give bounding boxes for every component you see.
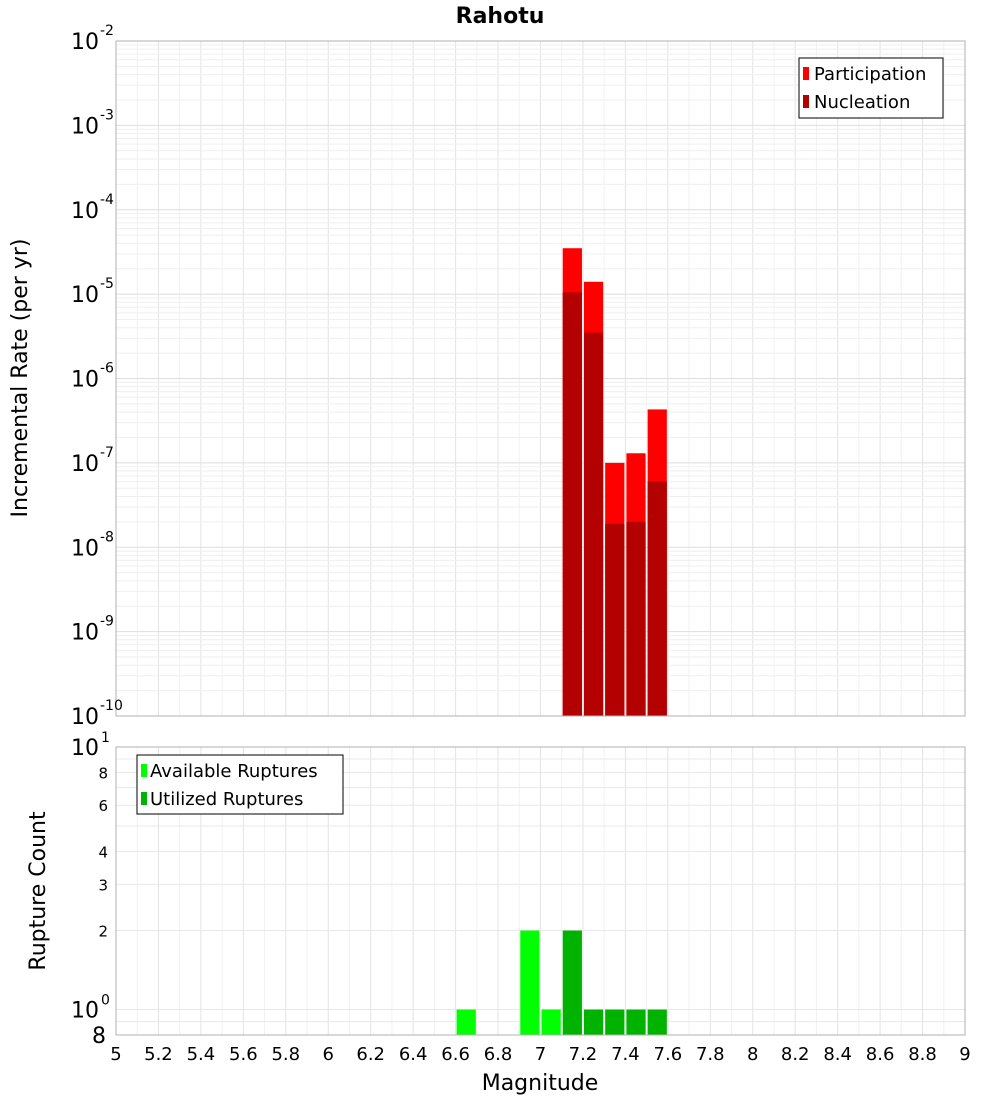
x-tick-label: 5.8 <box>271 1044 300 1065</box>
x-tick-label: 6 <box>323 1044 334 1065</box>
bottom-plot-frame <box>115 746 966 1036</box>
x-tick-label: 8 <box>747 1044 758 1065</box>
bottom-y-tick-exponent: 1 <box>101 730 110 746</box>
x-tick-label: 7.8 <box>696 1044 725 1065</box>
bottom-y-tick-label: 8 <box>92 1024 106 1049</box>
bottom-y-tick-label: 10 <box>71 999 99 1024</box>
top-bar-nucleation <box>562 292 582 716</box>
bottom-bars <box>456 930 667 1035</box>
top-y-tick-exponent: -9 <box>100 614 114 630</box>
top-y-tick-label: 10 <box>71 114 99 139</box>
bottom-y-tick-label: 3 <box>98 876 108 894</box>
bottom-bar-available-ruptures <box>456 1009 476 1035</box>
nucleation-swatch <box>803 95 809 108</box>
x-tick-label: 6.4 <box>399 1044 428 1065</box>
top-y-tick-label: 10 <box>71 452 99 477</box>
top-y-tick-exponent: -2 <box>100 23 114 39</box>
top-legend-box <box>798 57 944 119</box>
top-bar-nucleation <box>605 523 625 716</box>
x-axis-label: Magnitude <box>482 1071 599 1096</box>
bottom-bar-utilized-ruptures <box>626 1009 646 1035</box>
x-tick-label: 6.8 <box>484 1044 513 1065</box>
bottom-y-tick-exponent: 0 <box>101 993 110 1009</box>
bottom-y-axis-label: Rupture Count <box>26 811 51 971</box>
x-tick-label: 6.2 <box>356 1044 385 1065</box>
x-tick-label: 5.2 <box>144 1044 173 1065</box>
top-y-tick-exponent: -10 <box>100 698 123 714</box>
bottom-bar-utilized-ruptures <box>583 1009 604 1035</box>
x-tick-label: 8.4 <box>823 1044 852 1065</box>
bottom-y-tick-label: 4 <box>98 843 108 861</box>
top-y-axis-label: Incremental Rate (per yr) <box>8 239 33 518</box>
top-y-tick-label: 10 <box>71 368 99 393</box>
top-bar-nucleation <box>647 481 667 716</box>
top-y-tick-label: 10 <box>71 283 99 308</box>
bottom-y-tick-label: 6 <box>98 797 108 815</box>
x-tick-label: 8.2 <box>781 1044 810 1065</box>
top-y-tick-label: 10 <box>71 30 99 55</box>
bottom-bar-utilized-ruptures <box>605 1009 625 1035</box>
participation-swatch <box>803 67 809 80</box>
top-y-tick-label: 10 <box>71 199 99 224</box>
bottom-bar-available-ruptures <box>520 930 540 1035</box>
top-y-tick-exponent: -5 <box>100 276 114 292</box>
x-tick-label: 7.2 <box>569 1044 598 1065</box>
x-tick-label: 8.6 <box>866 1044 895 1065</box>
bottom-bar-utilized-ruptures <box>647 1009 667 1035</box>
top-gridlines <box>115 41 966 717</box>
nucleation-legend-label: Nucleation <box>814 92 910 113</box>
top-y-tick-label: 10 <box>71 705 99 730</box>
x-tick-label: 5.6 <box>229 1044 258 1065</box>
available-swatch <box>141 764 147 777</box>
participation-legend-label: Participation <box>814 64 926 85</box>
bottom-gridlines <box>115 747 966 1036</box>
x-tick-label: 5 <box>110 1044 121 1065</box>
bottom-y-tick-label: 2 <box>98 923 108 941</box>
bottom-bar-available-ruptures <box>541 1009 561 1035</box>
utilized-legend-label: Utilized Ruptures <box>150 789 303 810</box>
bottom-legend: Available Ruptures Utilized Ruptures <box>136 754 344 815</box>
top-y-tick-exponent: -7 <box>100 445 114 461</box>
top-bar-nucleation <box>626 521 646 716</box>
top-y-tick-exponent: -4 <box>100 192 114 208</box>
chart-title: Rahotu <box>456 4 545 29</box>
bottom-y-tick-label: 10 <box>71 736 99 761</box>
x-tick-labels: 5 5.2 5.4 5.6 5.8 6 6.2 6.4 6.6 6.8 7 7.2 7.4 7.6 7.8 8… <box>110 1044 970 1065</box>
x-tick-label: 9 <box>959 1044 970 1065</box>
utilized-swatch <box>141 792 147 805</box>
x-tick-label: 6.6 <box>441 1044 470 1065</box>
x-tick-label: 7 <box>535 1044 546 1065</box>
x-tick-label: 7.4 <box>611 1044 640 1065</box>
bottom-bar-utilized-ruptures <box>562 930 582 1035</box>
top-y-tick-exponent: -6 <box>100 361 114 377</box>
top-bars <box>562 248 667 717</box>
bottom-legend-box <box>136 754 344 815</box>
x-tick-label: 8.8 <box>908 1044 937 1065</box>
top-y-tick-exponent: -8 <box>100 529 114 545</box>
top-y-tick-label: 10 <box>71 536 99 561</box>
x-tick-label: 7.6 <box>654 1044 683 1065</box>
available-legend-label: Available Ruptures <box>150 761 318 782</box>
top-y-tick-labels: 10-210-310-410-510-610-710-810-910-10 <box>71 23 123 730</box>
top-y-tick-label: 10 <box>71 621 99 646</box>
top-plot-frame <box>115 40 966 717</box>
x-tick-label: 5.4 <box>187 1044 216 1065</box>
top-legend: Participation Nucleation <box>798 57 944 119</box>
bottom-y-tick-label: 8 <box>98 764 108 782</box>
top-y-tick-exponent: -3 <box>100 107 114 123</box>
top-bar-nucleation <box>583 332 604 716</box>
